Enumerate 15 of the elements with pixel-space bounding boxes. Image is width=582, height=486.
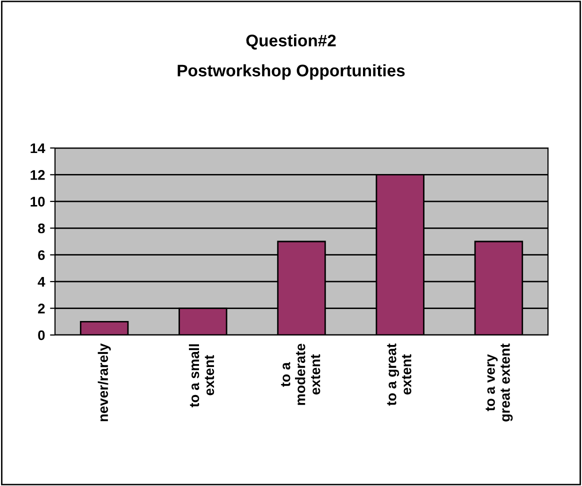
- x-tick-label: to a small extent: [188, 344, 214, 408]
- chart-subtitle: Postworkshop Opportunities: [178, 64, 405, 80]
- x-tick-label: to a moderate extent: [281, 344, 320, 405]
- y-tick-label: 4: [38, 277, 46, 287]
- x-tick-label: to a very great extent: [486, 343, 513, 422]
- y-tick-label: 10: [30, 196, 45, 207]
- x-tick-label: to a great extent: [387, 344, 412, 406]
- y-tick-label: 12: [30, 170, 45, 180]
- chart-title: Question#2: [246, 34, 336, 50]
- y-tick-label: 2: [38, 304, 45, 314]
- x-tick-label: never/rarely: [98, 343, 111, 422]
- y-tick-label: 8: [38, 223, 45, 234]
- y-tick-label: 6: [38, 250, 45, 260]
- y-tick-label: 14: [30, 143, 46, 154]
- y-tick-label: 0: [38, 330, 45, 340]
